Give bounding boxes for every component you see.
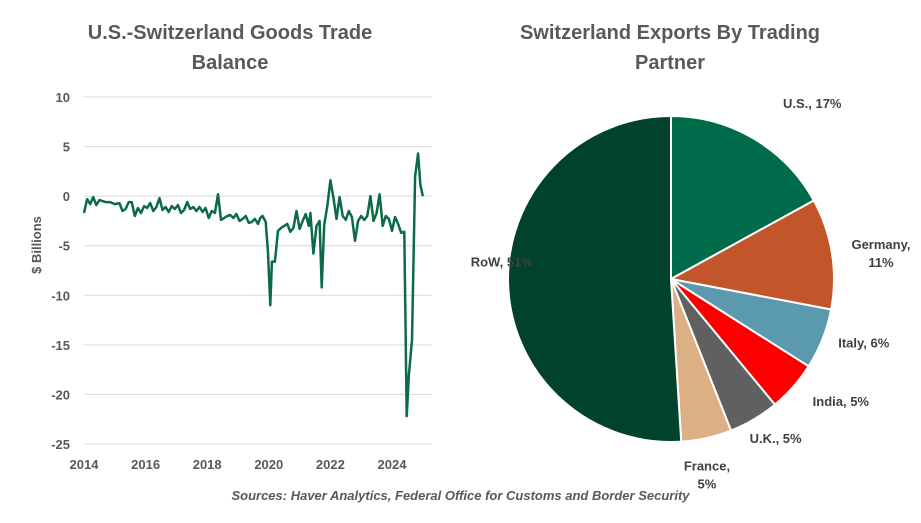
line-chart-y-axis-label: $ Billions xyxy=(29,216,44,274)
x-tick-label: 2016 xyxy=(131,457,160,472)
series-line xyxy=(82,152,425,418)
line-chart-x-ticks: 2014 2016 2018 2020 2022 2024 xyxy=(70,457,408,472)
x-tick-label: 2020 xyxy=(254,457,283,472)
pie-data-label: U.S., 17% xyxy=(783,96,842,111)
pie-data-label: India, 5% xyxy=(813,394,870,409)
pie-data-label: Germany, 11% xyxy=(851,237,910,270)
x-tick-label: 2014 xyxy=(70,457,100,472)
source-note: Sources: Haver Analytics, Federal Office… xyxy=(231,488,690,503)
line-chart-grid xyxy=(84,96,432,445)
x-tick-label: 2018 xyxy=(193,457,222,472)
y-tick-label: -25 xyxy=(51,437,70,452)
pie-slice-row xyxy=(507,114,683,443)
pie-slice-us xyxy=(670,114,816,281)
pie-data-label: RoW, 51% xyxy=(471,255,534,270)
y-tick-label: 10 xyxy=(56,90,70,105)
x-tick-label: 2022 xyxy=(316,457,345,472)
y-tick-label: -15 xyxy=(51,338,70,353)
pie-data-label: Italy, 6% xyxy=(838,335,890,350)
y-tick-label: -10 xyxy=(51,288,70,303)
y-tick-label: -20 xyxy=(51,387,70,402)
line-chart-series xyxy=(82,152,425,418)
pie-data-label: U.K., 5% xyxy=(750,431,802,446)
x-tick-label: 2024 xyxy=(378,457,408,472)
line-chart-y-ticks: 10 5 0 -5 -10 -15 -20 -25 xyxy=(51,90,70,452)
y-tick-label: 5 xyxy=(63,140,70,155)
line-chart-title: U.S.-Switzerland Goods Trade Balance xyxy=(87,22,373,74)
y-tick-label: -5 xyxy=(58,239,70,254)
y-tick-label: 0 xyxy=(63,189,70,204)
pie-chart-title: Switzerland Exports By Trading Partner xyxy=(519,22,821,74)
pie-slice-germany xyxy=(668,199,835,311)
pie-data-label: France, 5% xyxy=(684,459,730,492)
